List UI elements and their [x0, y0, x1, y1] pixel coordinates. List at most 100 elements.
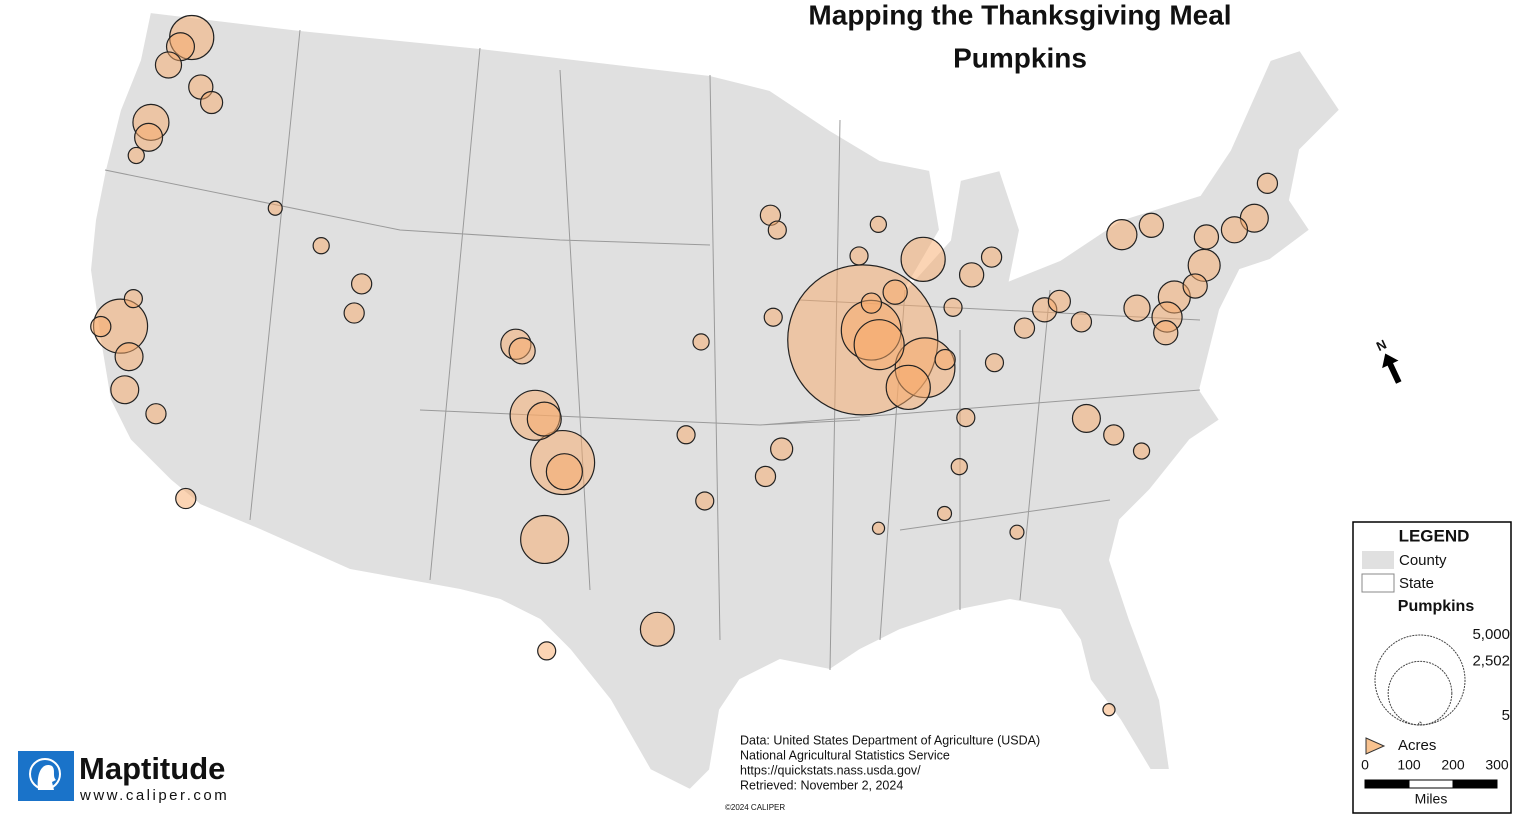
acres-swatch — [1365, 737, 1386, 755]
pumpkin-bubble — [508, 337, 536, 365]
pumpkin-bubble — [90, 315, 112, 338]
pumpkin-bubble — [770, 437, 794, 461]
pumpkin-bubble — [114, 342, 144, 372]
pumpkin-bubble — [767, 220, 787, 240]
pumpkin-bubble — [849, 246, 869, 266]
pumpkin-bubble — [900, 236, 946, 282]
pumpkin-bubble — [526, 401, 562, 437]
pumpkin-bubble — [1102, 703, 1116, 717]
copyright: ©2024 CALIPER — [725, 803, 785, 812]
pumpkin-bubble — [145, 403, 167, 425]
pumpkin-bubble — [134, 122, 164, 152]
logo-name: Maptitude — [79, 751, 225, 786]
pumpkin-bubble — [936, 505, 953, 522]
source-line: Data: United States Department of Agricu… — [740, 733, 1040, 747]
pumpkin-bubble — [934, 348, 956, 371]
pumpkin-bubble — [1256, 172, 1279, 194]
pumpkin-bubble — [1182, 273, 1208, 299]
pumpkin-bubble — [312, 237, 330, 255]
pumpkin-bubble — [676, 425, 696, 445]
legend-size-label: 2,502 — [1472, 652, 1510, 669]
pumpkin-bubble — [754, 465, 777, 488]
legend-size-circle — [1387, 660, 1453, 726]
pumpkin-bubble — [943, 297, 963, 317]
north-label: N — [1374, 337, 1389, 355]
legend-size-circle — [1418, 721, 1422, 726]
pumpkin-bubble — [639, 611, 675, 647]
bubble-layer — [90, 14, 1279, 717]
scale-tick-label: 300 — [1485, 757, 1509, 773]
pumpkin-bubble — [1220, 216, 1249, 244]
scale-segment — [1364, 779, 1410, 789]
legend-county: County — [1399, 552, 1447, 569]
legend-layer: Pumpkins — [1398, 598, 1475, 615]
scale-tick-label: 200 — [1441, 757, 1465, 773]
pumpkin-bubble — [110, 375, 140, 405]
map-title: Mapping the Thanksgiving Meal — [808, 0, 1231, 30]
legend-title: LEGEND — [1399, 526, 1470, 545]
legend-size-label: 5 — [1502, 707, 1510, 724]
logo-head — [37, 765, 56, 790]
pumpkin-bubble — [1103, 424, 1125, 446]
pumpkin-bubble — [537, 641, 557, 661]
pumpkin-bubble — [882, 279, 908, 305]
pumpkin-bubble — [692, 333, 710, 351]
county-swatch — [1362, 551, 1394, 569]
pumpkin-bubble — [343, 302, 365, 324]
pumpkin-bubble — [984, 353, 1005, 373]
scale-segment — [1452, 779, 1498, 789]
legend: LEGEND County State Pumpkins Acres Miles… — [1352, 521, 1512, 814]
pumpkin-bubble — [123, 289, 143, 309]
us-outline — [88, 10, 1342, 792]
pumpkin-bubble — [869, 215, 888, 233]
pumpkin-bubble — [980, 246, 1003, 268]
pumpkin-bubble — [1009, 524, 1025, 540]
pumpkin-bubble — [871, 521, 886, 535]
pumpkin-bubble — [1138, 212, 1165, 238]
pumpkin-bubble — [956, 408, 976, 428]
pumpkin-bubble — [545, 453, 583, 491]
north-arrow-shape — [1382, 353, 1402, 384]
map-subtitle: Pumpkins — [953, 42, 1087, 73]
pumpkin-bubble — [950, 458, 968, 476]
pumpkin-bubble — [350, 273, 373, 295]
pumpkin-bubble — [1013, 317, 1036, 339]
pumpkin-bubble — [1132, 442, 1151, 460]
pumpkin-bubble — [1071, 403, 1101, 433]
pumpkin-bubble — [199, 90, 224, 115]
pumpkin-bubble — [1106, 219, 1138, 251]
state-swatch — [1361, 573, 1395, 593]
scale-tick-label: 100 — [1397, 757, 1421, 773]
pumpkin-bubble — [1070, 311, 1093, 333]
pumpkin-bubble — [154, 51, 183, 79]
pumpkin-bubble — [1123, 294, 1151, 322]
north-arrow: N — [1374, 337, 1402, 384]
legend-unit: Acres — [1398, 737, 1436, 754]
pumpkin-bubble — [267, 200, 283, 216]
source-line: National Agricultural Statistics Service — [740, 748, 950, 762]
pumpkin-bubble — [853, 319, 905, 371]
source-block: Data: United States Department of Agricu… — [740, 733, 1040, 792]
pumpkin-bubble — [860, 292, 883, 314]
pumpkin-bubble — [885, 364, 931, 411]
pumpkin-bubble — [175, 487, 197, 510]
logo-url: www.caliper.com — [79, 787, 229, 804]
scale-tick-label: 0 — [1361, 757, 1369, 773]
legend-box — [1352, 521, 1512, 814]
pumpkin-bubble — [958, 262, 985, 288]
source-line: Retrieved: November 2, 2024 — [740, 778, 903, 792]
pumpkin-bubble — [520, 514, 570, 565]
pumpkin-bubble — [127, 146, 145, 165]
legend-state: State — [1399, 575, 1434, 592]
scale-unit: Miles — [1415, 791, 1448, 807]
pumpkin-bubble — [1193, 224, 1220, 250]
pumpkin-bubble — [763, 307, 783, 327]
pumpkin-bubble — [1047, 289, 1071, 313]
pumpkin-bubble — [1153, 320, 1179, 346]
pumpkin-bubble — [695, 491, 715, 511]
scale-segment — [1408, 779, 1454, 789]
legend-size-label: 5,000 — [1472, 626, 1510, 643]
source-line: https://quickstats.nass.usda.gov/ — [740, 763, 921, 777]
logo: Maptitude www.caliper.com — [18, 751, 229, 804]
